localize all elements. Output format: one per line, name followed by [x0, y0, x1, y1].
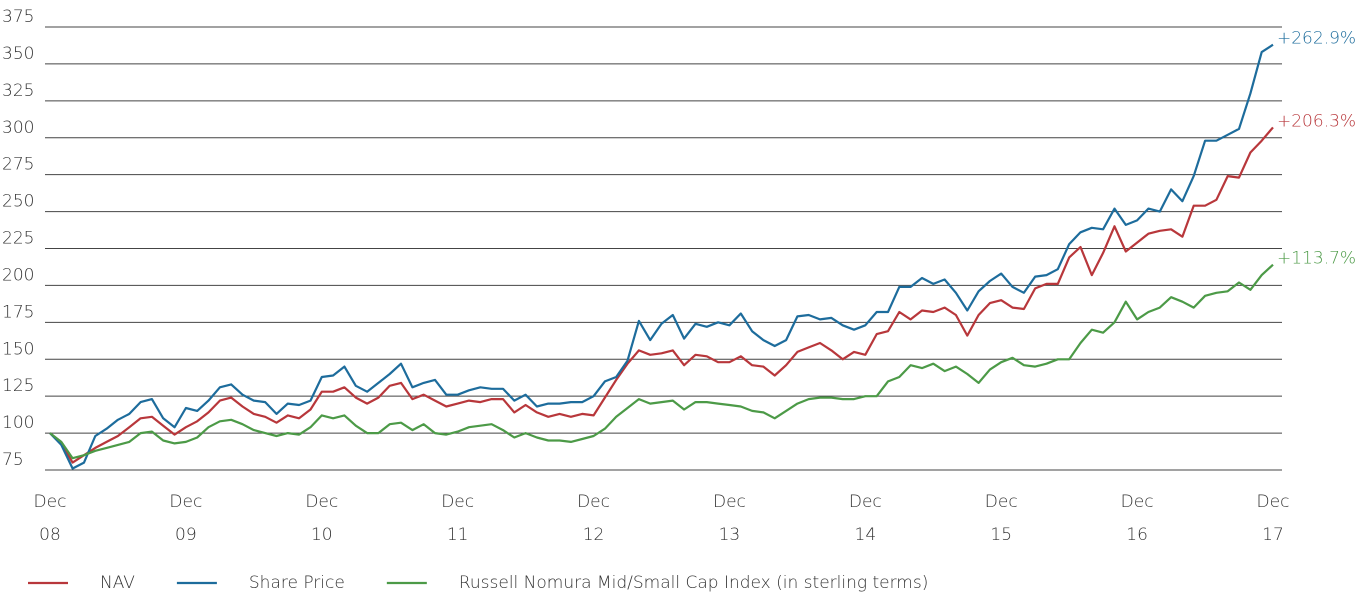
end-label: +113.7%: [1277, 249, 1356, 269]
line-series: [49, 43, 1274, 470]
y-tick-label: 150: [2, 339, 34, 359]
y-tick-label: 325: [2, 81, 34, 101]
y-tick-label: 200: [2, 265, 34, 285]
y-tick-label: 250: [2, 192, 34, 212]
x-tick-label: Dec 14: [848, 492, 882, 545]
x-tick-label: Dec 17: [1256, 492, 1290, 545]
legend-label: NAV: [100, 573, 135, 593]
y-tick-label: 100: [2, 413, 34, 433]
y-tick-label: 300: [2, 118, 34, 138]
end-label: +262.9%: [1277, 29, 1356, 49]
y-tick-label: 225: [2, 229, 34, 249]
x-tick-label: Dec 11: [441, 492, 475, 545]
x-tick-label: Dec 15: [984, 492, 1018, 545]
y-tick-label: 125: [2, 376, 34, 396]
legend-label: Share Price: [249, 573, 345, 593]
x-tick-label: Dec 13: [712, 492, 746, 545]
legend-label: Russell Nomura Mid/Small Cap Index (in s…: [459, 573, 929, 593]
end-label: +206.3%: [1277, 111, 1356, 131]
x-tick-label: Dec 12: [577, 492, 610, 545]
y-tick-label: 375: [2, 7, 34, 27]
y-tick-label: 275: [2, 155, 34, 175]
x-tick-label: Dec 10: [305, 492, 339, 545]
y-tick-label: 350: [2, 44, 34, 64]
x-tick-label: Dec 08: [33, 492, 67, 545]
y-tick-label: 175: [2, 302, 34, 322]
line-series: [49, 126, 1274, 464]
y-tick-label: 75: [2, 450, 24, 470]
x-tick-label: Dec 09: [169, 492, 203, 545]
x-tick-label: Dec 16: [1120, 492, 1154, 545]
line-series: [49, 263, 1274, 460]
